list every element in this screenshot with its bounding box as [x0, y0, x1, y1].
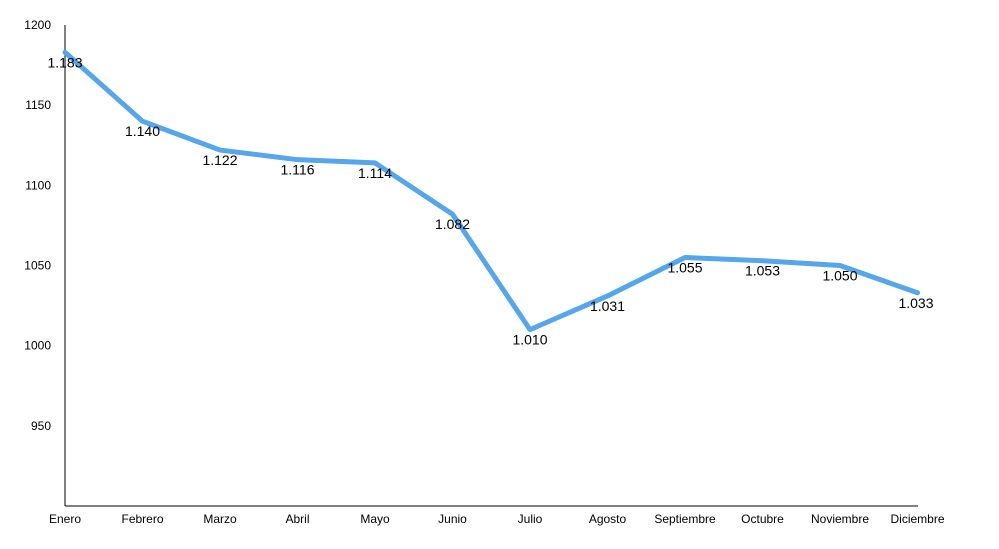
data-label: 1.033 [898, 295, 933, 311]
x-tick-label: Mayo [360, 512, 390, 526]
y-tick-label: 1150 [25, 98, 51, 112]
data-label: 1.116 [281, 162, 315, 178]
data-label: 1.031 [590, 298, 625, 314]
x-tick-label: Agosto [589, 512, 627, 526]
x-tick-label: Octubre [741, 512, 784, 526]
data-label: 1.082 [435, 216, 470, 232]
data-label: 1.140 [125, 123, 160, 139]
data-labels: 1.183 1.140 1.122 1.116 1.114 1.082 1.010 1.031… [47, 54, 933, 347]
data-label: 1.053 [745, 263, 780, 279]
y-tick-label: 1200 [24, 18, 51, 32]
data-label: 1.122 [202, 152, 237, 168]
y-tick-label: 1000 [24, 339, 51, 353]
data-label: 1.010 [512, 332, 547, 348]
series-line [62, 49, 920, 333]
data-label: 1.050 [822, 268, 857, 284]
x-tick-label: Julio [518, 512, 543, 526]
x-tick-label: Febrero [121, 512, 163, 526]
x-tick-label: Septiembre [654, 512, 716, 526]
x-tick-label: Marzo [203, 512, 237, 526]
x-tick-label: Abril [285, 512, 309, 526]
y-tick-label: 950 [31, 419, 51, 433]
y-tick-label: 1050 [24, 259, 51, 273]
y-tick-label: 1100 [25, 178, 51, 192]
data-label: 1.114 [358, 165, 392, 181]
y-axis-ticks: 1200 1150 1100 1050 1000 950 [24, 18, 51, 433]
x-axis-ticks: Enero Febrero Marzo Abril Mayo Junio Julio Agos… [49, 512, 945, 526]
x-tick-label: Enero [49, 512, 81, 526]
x-tick-label: Junio [438, 512, 467, 526]
x-tick-label: Noviembre [811, 512, 869, 526]
x-tick-label: Diciembre [890, 512, 944, 526]
data-label: 1.055 [667, 259, 702, 275]
data-label: 1.183 [47, 54, 82, 70]
